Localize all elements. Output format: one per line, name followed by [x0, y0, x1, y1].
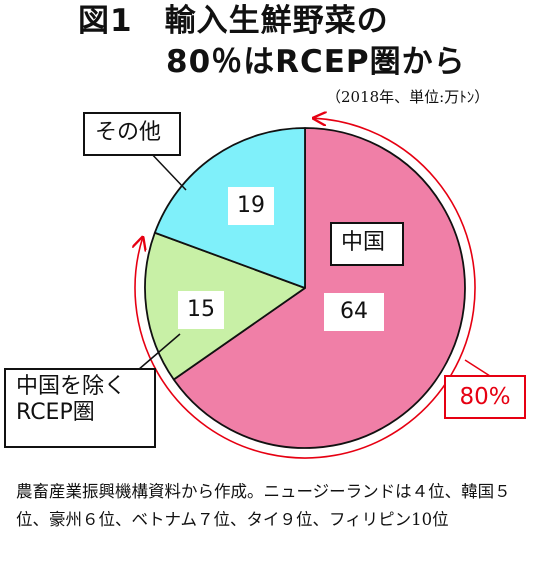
slice-label-rcep-line1: 中国を除く — [16, 374, 127, 399]
rcep-share-arc — [135, 118, 476, 459]
rcep-leader-line — [137, 333, 181, 371]
other-leader-line — [147, 149, 187, 191]
slice-label-china: 中国 — [330, 222, 404, 266]
source-note: 農畜産業振興機構資料から作成。ニュージーランドは４位、韓国５位、豪州６位、ベトナ… — [16, 482, 511, 529]
share-leader-line — [464, 359, 491, 377]
pie-slice-china — [172, 127, 466, 449]
slice-label-other: その他 — [83, 112, 181, 156]
slice-value-china: 64 — [324, 293, 384, 331]
chart-title-line1: 図1 輸入生鮮野菜の — [78, 3, 389, 39]
rcep-share-label: 80% — [444, 375, 526, 419]
slice-value-rcep: 15 — [178, 291, 224, 329]
slice-value-other: 19 — [228, 187, 274, 225]
slice-label-rcep-line2: RCEP圏 — [16, 400, 95, 426]
chart-title-line2: 80％はRCEP圏から — [166, 44, 466, 80]
unit-note: （2018年、単位:万ﾄﾝ） — [326, 88, 490, 106]
slice-label-rcep: 中国を除く RCEP圏 — [4, 368, 156, 448]
